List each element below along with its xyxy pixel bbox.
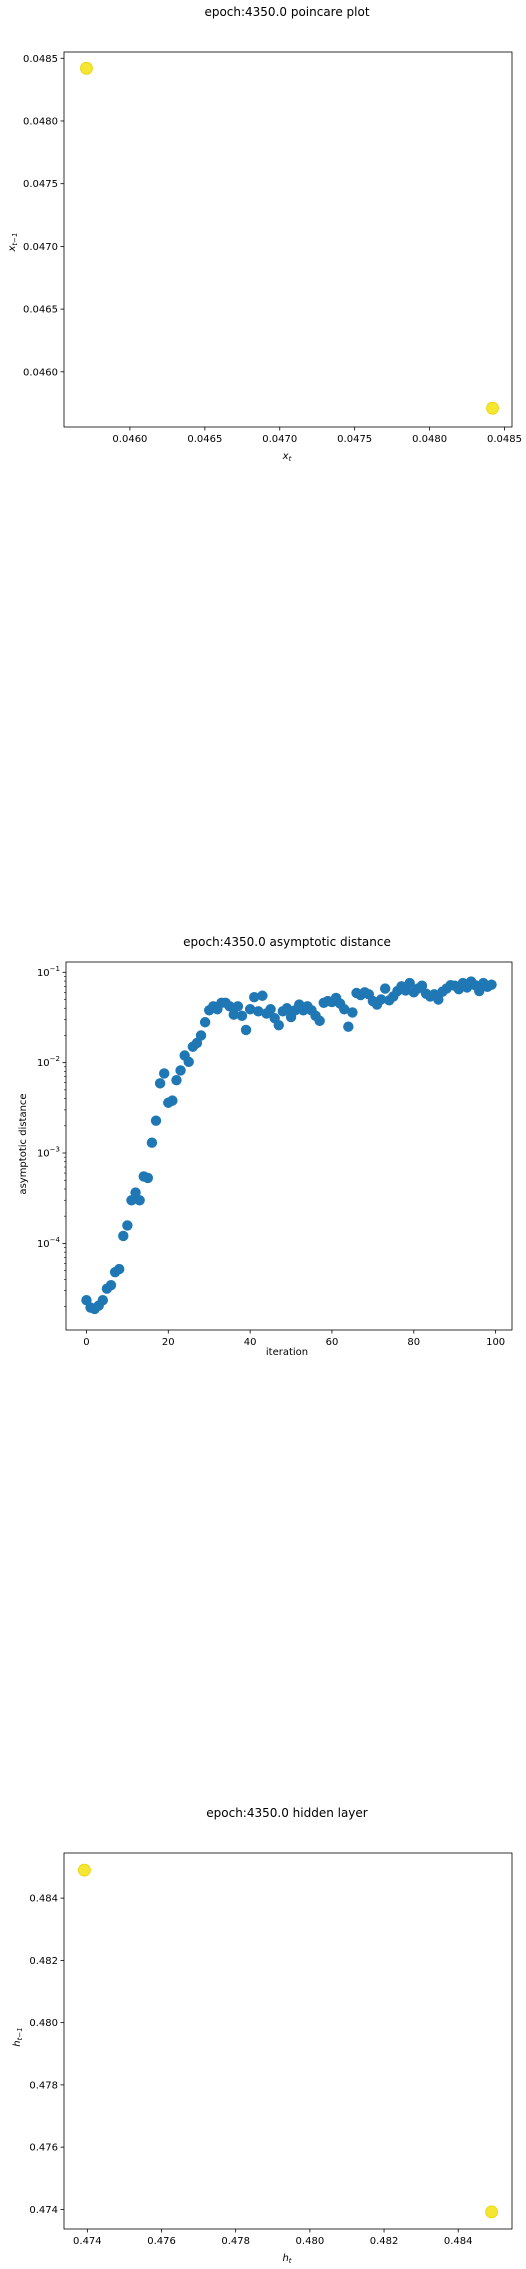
y-tick-label: 0.480 <box>29 2018 58 2029</box>
data-point <box>130 1187 141 1198</box>
y-tick-label: 0.482 <box>29 1956 58 1967</box>
data-point <box>232 1001 244 1012</box>
data-point <box>474 985 485 997</box>
data-point <box>199 1017 211 1028</box>
data-point <box>240 1024 252 1036</box>
x-tick-label: 0.478 <box>221 2236 250 2247</box>
x-tick-label: 20 <box>162 1337 175 1348</box>
hidden-layer-chart: epoch:4350.0 hidden layer 0.474 0.476 0.47… <box>12 1806 513 2265</box>
data-point <box>183 1056 194 1068</box>
y-tick-label: 0.0470 <box>23 242 58 253</box>
data-point <box>379 983 391 994</box>
y-tick-label: 0.0465 <box>23 305 58 316</box>
data-point <box>485 2205 499 2219</box>
y-tick-label: 0.474 <box>29 2205 58 2216</box>
x-tick-label: 60 <box>326 1337 339 1348</box>
y-tick-label: 0.0480 <box>23 116 58 127</box>
data-point <box>154 1078 166 1089</box>
data-point <box>228 1009 239 1020</box>
data-point <box>224 1001 235 1012</box>
data-point <box>175 1065 186 1076</box>
data-point <box>113 1263 125 1275</box>
data-point <box>105 1279 117 1291</box>
data-point <box>404 977 415 989</box>
data-point <box>134 1195 145 1206</box>
chart-title: epoch:4350.0 poincare plot <box>204 5 369 19</box>
data-point <box>171 1074 182 1086</box>
y-tick-label: 0.0475 <box>23 179 58 190</box>
x-axis-label: xt <box>282 451 292 463</box>
y-tick-label: 10−4 <box>37 1236 61 1250</box>
data-point <box>195 1030 207 1041</box>
data-point <box>314 1015 325 1027</box>
x-tick-label: 100 <box>486 1337 505 1348</box>
data-point <box>126 1195 137 1206</box>
chart-title: epoch:4350.0 hidden layer <box>206 1806 368 1820</box>
data-point <box>236 1010 248 1022</box>
data-point <box>339 1004 350 1015</box>
data-point <box>273 1019 284 1031</box>
x-tick-label: 0 <box>83 1337 89 1348</box>
data-point <box>281 1003 293 1014</box>
data-point <box>265 1004 276 1015</box>
data-point <box>97 1295 109 1306</box>
y-tick-label: 0.0485 <box>23 54 58 65</box>
data-point <box>257 990 268 1001</box>
data-point <box>244 1004 256 1015</box>
x-tick-label: 0.0480 <box>412 434 447 445</box>
data-point <box>142 1172 154 1184</box>
x-tick-label: 0.480 <box>296 2236 325 2247</box>
x-tick-label: 0.0460 <box>112 434 147 445</box>
y-tick-label: 0.476 <box>29 2143 58 2154</box>
data-point <box>253 1006 264 1017</box>
x-tick-label: 0.0465 <box>187 434 222 445</box>
data-point <box>167 1095 178 1106</box>
data-point <box>77 1863 91 1877</box>
data-point <box>343 1021 354 1032</box>
y-axis-label: asymptotic distance <box>18 1093 29 1194</box>
x-tick-label: 40 <box>244 1337 257 1348</box>
data-point <box>146 1137 158 1148</box>
poincare-plot-chart: epoch:4350.0 poincare plot 0.0460 0.0465 0… <box>7 5 522 463</box>
x-tick-label: 0.0485 <box>487 434 522 445</box>
chart-title: epoch:4350.0 asymptotic distance <box>183 935 391 949</box>
x-tick-label: 0.0475 <box>337 434 372 445</box>
y-tick-label: 10−1 <box>37 965 60 979</box>
asymptotic-distance-chart: epoch:4350.0 asymptotic distance 0 20 40 60… <box>18 935 513 1358</box>
data-point <box>122 1220 133 1231</box>
data-point <box>486 401 499 415</box>
data-point <box>150 1115 162 1126</box>
data-point <box>416 980 428 991</box>
x-tick-label: 0.476 <box>147 2236 176 2247</box>
y-tick-label: 10−3 <box>37 1146 60 1160</box>
data-point <box>375 994 387 1005</box>
x-tick-label: 0.474 <box>73 2236 102 2247</box>
x-tick-label: 80 <box>407 1337 420 1348</box>
y-axis-label: ht−1 <box>12 2027 24 2046</box>
plot-area: 0.0460 0.0465 0.0470 0.0475 0.0480 0.0485 0.04… <box>23 51 522 445</box>
x-tick-label: 0.484 <box>444 2236 473 2247</box>
data-point <box>486 979 497 990</box>
x-tick-label: 0.482 <box>370 2236 399 2247</box>
x-tick-label: 0.0470 <box>262 434 297 445</box>
y-axis-label: xt−1 <box>7 233 19 253</box>
data-point <box>433 994 444 1005</box>
axes-frame <box>65 961 513 1331</box>
data-point <box>80 61 93 75</box>
x-axis-label: ht <box>282 2253 291 2265</box>
axes-frame <box>63 51 513 428</box>
y-tick-label: 0.0460 <box>23 367 58 378</box>
y-tick-label: 10−2 <box>37 1055 60 1069</box>
data-point <box>347 1007 358 1018</box>
data-point <box>159 1068 170 1079</box>
x-axis-label: iteration <box>266 1347 308 1358</box>
axes-frame <box>63 1852 513 2230</box>
y-tick-label: 0.478 <box>29 2080 58 2091</box>
y-tick-label: 0.484 <box>29 1894 58 1905</box>
data-point <box>118 1230 129 1242</box>
data-point <box>249 992 260 1003</box>
plot-area: 0 20 40 60 80 100 10−4 10−3 10−2 10−1 <box>37 961 513 1348</box>
plot-area: 0.474 0.476 0.478 0.480 0.482 0.484 0.474 0.476… <box>29 1852 513 2247</box>
